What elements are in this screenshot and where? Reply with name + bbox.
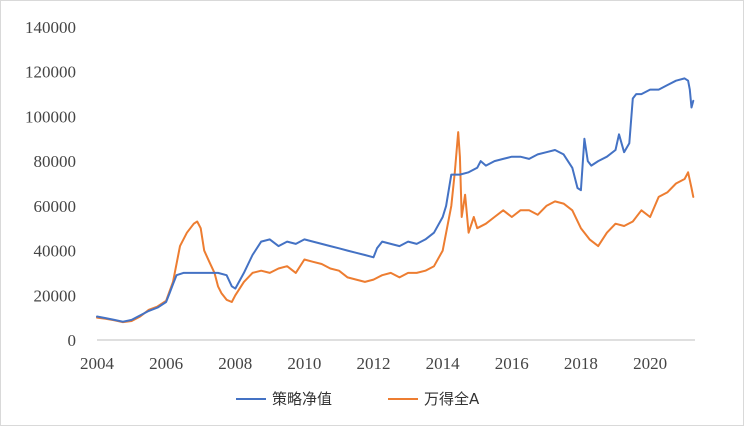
legend: 策略净值 万得全A xyxy=(236,390,480,408)
y-axis-ticks: 0 20000 40000 60000 80000 100000 120000 140000 xyxy=(25,18,76,350)
y-tick-label: 80000 xyxy=(34,152,77,171)
y-tick-label: 140000 xyxy=(25,18,76,37)
y-tick-label: 60000 xyxy=(34,197,77,216)
y-tick-label: 120000 xyxy=(25,63,76,82)
x-axis-ticks: 2004 2006 2008 2010 2012 2014 2016 2018 2020 xyxy=(80,354,667,373)
series-line-1 xyxy=(96,77,695,323)
x-tick-label: 2016 xyxy=(495,354,529,373)
x-tick-label: 2006 xyxy=(149,354,183,373)
x-tick-label: 2020 xyxy=(633,354,667,373)
series-lines xyxy=(96,77,695,324)
x-tick-label: 2004 xyxy=(80,354,115,373)
y-tick-label: 0 xyxy=(68,331,77,350)
y-tick-label: 100000 xyxy=(25,107,76,126)
x-tick-label: 2012 xyxy=(357,354,391,373)
y-tick-label: 40000 xyxy=(34,242,77,261)
x-tick-label: 2014 xyxy=(426,354,461,373)
legend-label: 万得全A xyxy=(424,390,480,408)
y-tick-label: 20000 xyxy=(34,286,77,305)
x-tick-label: 2018 xyxy=(564,354,598,373)
series-line-2 xyxy=(96,131,695,324)
legend-label: 策略净值 xyxy=(272,390,332,408)
x-tick-label: 2008 xyxy=(218,354,252,373)
x-tick-label: 2010 xyxy=(287,354,321,373)
